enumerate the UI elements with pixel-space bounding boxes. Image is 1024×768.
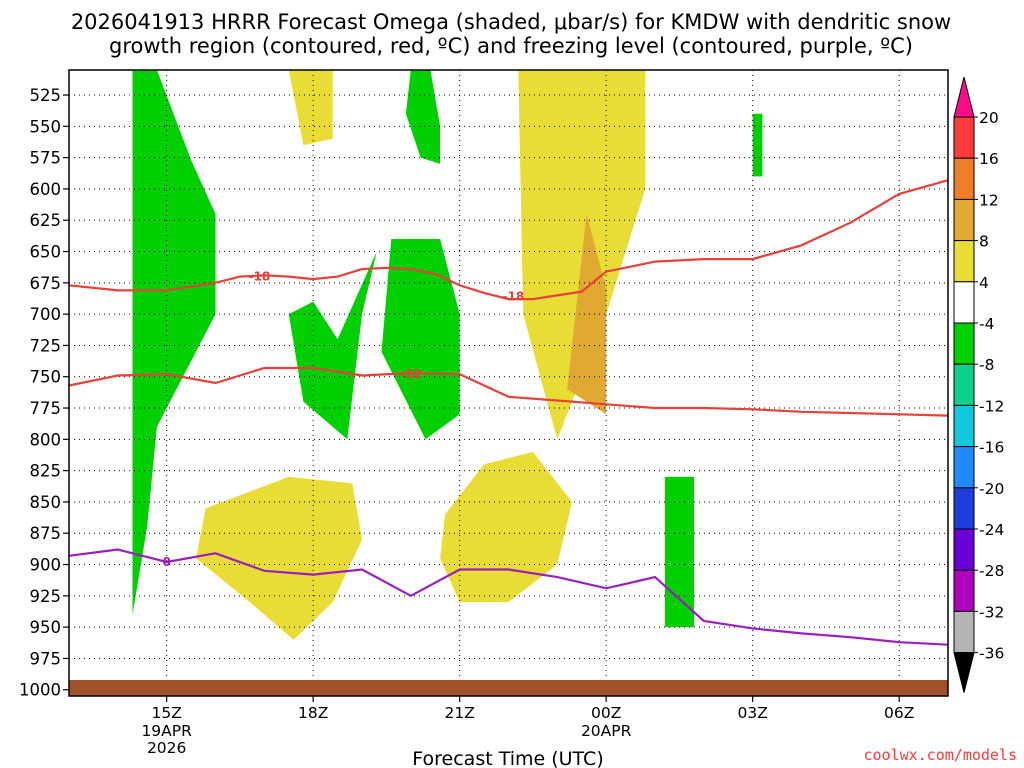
xtick-year-15Z: 2026 — [147, 739, 186, 757]
isotherm-label-2: -12 — [400, 367, 422, 381]
colorbar-top-triangle — [953, 76, 975, 118]
ytick-label-800: 800 — [30, 430, 62, 449]
colorbar-band--16_-12 — [953, 404, 975, 448]
plot-frame — [68, 69, 949, 697]
omega-region-2 — [288, 251, 377, 440]
colorbar-band--12_-8 — [953, 363, 975, 406]
ytick-label-650: 650 — [30, 243, 62, 262]
colorbar-band-16_20 — [953, 116, 975, 159]
colorbar-label-5: -4 — [979, 315, 994, 333]
isotherm-label-1: -18 — [503, 290, 525, 304]
colorbar-label-0: 20 — [979, 109, 999, 127]
ytick-label-550: 550 — [30, 117, 62, 136]
ytick-label-825: 825 — [30, 462, 62, 481]
colorbar-label-9: -20 — [979, 480, 1004, 498]
xtick-label-00Z: 00Z — [591, 704, 621, 722]
colorbar: 20 16 12 8 4 -4 -8 -12 -16 -20 -24 -28 -32 -36 — [953, 76, 1004, 693]
colorbar-label-11: -28 — [979, 562, 1004, 580]
ytick-label-700: 700 — [30, 305, 62, 324]
colorbar-label-2: 12 — [979, 191, 999, 209]
omega-region-9 — [664, 476, 695, 628]
colorbar-band--28_-24 — [953, 528, 975, 571]
y-axis: 525 550 575 600 625 650 675 700 725 750 775 800 825 8… — [19, 86, 69, 700]
xtick-label-06Z: 06Z — [884, 704, 914, 722]
colorbar-bottom-triangle — [953, 652, 975, 693]
contour-lines: -18 -18 -12 0 — [68, 179, 949, 646]
xtick-label-18Z: 18Z — [298, 704, 328, 722]
colorbar-label-13: -36 — [979, 645, 1004, 663]
isotherm-minus18-line — [68, 179, 949, 301]
colorbar-band--4_4 — [953, 281, 975, 324]
omega-region-0 — [132, 70, 216, 615]
plot-area: -18 -18 -12 0 — [68, 69, 949, 697]
xtick-label-15Z: 15Z — [151, 704, 181, 722]
ytick-label-575: 575 — [30, 149, 62, 168]
isotherm-label-3: 0 — [162, 555, 170, 569]
isotherm-minus12-line — [68, 366, 949, 417]
x-axis-label: Forecast Time (UTC) — [412, 748, 603, 768]
ytick-label-625: 625 — [30, 211, 62, 230]
credit-text: coolwx.com/models — [863, 746, 1017, 764]
colorbar-label-8: -16 — [979, 439, 1004, 457]
ytick-label-925: 925 — [30, 587, 62, 606]
colorbar-band--8_-4 — [953, 322, 975, 365]
ytick-label-525: 525 — [30, 86, 62, 105]
colorbar-label-4: 4 — [979, 274, 989, 292]
xtick-date-15Z: 19APR — [141, 722, 192, 740]
colorbar-label-3: 8 — [979, 233, 989, 251]
xtick-label-21Z: 21Z — [444, 704, 474, 722]
omega-region-3 — [381, 239, 460, 440]
ytick-label-750: 750 — [30, 368, 62, 387]
colorbar-label-7: -12 — [979, 397, 1004, 415]
colorbar-band-12_16 — [953, 157, 975, 200]
omega-region-10 — [752, 113, 763, 177]
colorbar-label-12: -32 — [979, 603, 1004, 621]
ytick-label-950: 950 — [30, 618, 62, 637]
colorbar-band-4_8 — [953, 240, 975, 283]
colorbar-band--20_-16 — [953, 446, 975, 489]
omega-region-4 — [405, 70, 441, 164]
chart-title-line1: 2026041913 HRRR Forecast Omega (shaded, … — [71, 10, 951, 34]
ytick-label-725: 725 — [30, 336, 62, 355]
ytick-label-875: 875 — [30, 524, 62, 543]
ytick-label-775: 775 — [30, 399, 62, 418]
colorbar-band--32_-28 — [953, 569, 975, 612]
ytick-label-850: 850 — [30, 493, 62, 512]
ytick-label-900: 900 — [30, 556, 62, 575]
colorbar-band--36_-32 — [953, 610, 975, 654]
colorbar-label-1: 16 — [979, 150, 999, 168]
freezing-level-line — [68, 548, 949, 646]
colorbar-band-8_12 — [953, 198, 975, 242]
colorbar-label-10: -24 — [979, 521, 1004, 539]
isotherm-label-0: -18 — [249, 270, 271, 284]
chart-title-line2: growth region (contoured, red, ºC) and f… — [109, 34, 913, 58]
colorbar-label-6: -8 — [979, 356, 994, 374]
xtick-label-03Z: 03Z — [737, 704, 767, 722]
ground-surface — [69, 680, 948, 696]
ytick-label-675: 675 — [30, 274, 62, 293]
ytick-label-1000: 1000 — [19, 681, 61, 700]
ytick-label-600: 600 — [30, 180, 62, 199]
xtick-date-00Z: 20APR — [581, 722, 632, 740]
omega-region-8 — [567, 214, 607, 415]
colorbar-band--24_-20 — [953, 487, 975, 530]
omega-region-5 — [196, 476, 362, 640]
omega-region-7 — [518, 70, 646, 440]
ytick-label-975: 975 — [30, 649, 62, 668]
